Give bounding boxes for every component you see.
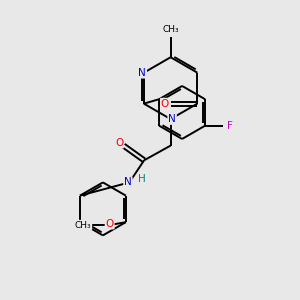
Text: O: O: [115, 138, 123, 148]
Text: N: N: [168, 114, 176, 124]
Text: N: N: [139, 68, 146, 78]
Text: CH₃: CH₃: [75, 220, 92, 230]
Text: N: N: [124, 177, 132, 188]
Text: O: O: [106, 219, 114, 229]
Text: CH₃: CH₃: [162, 25, 179, 34]
Text: H: H: [138, 174, 146, 184]
Text: F: F: [227, 121, 233, 131]
Text: O: O: [161, 99, 169, 109]
